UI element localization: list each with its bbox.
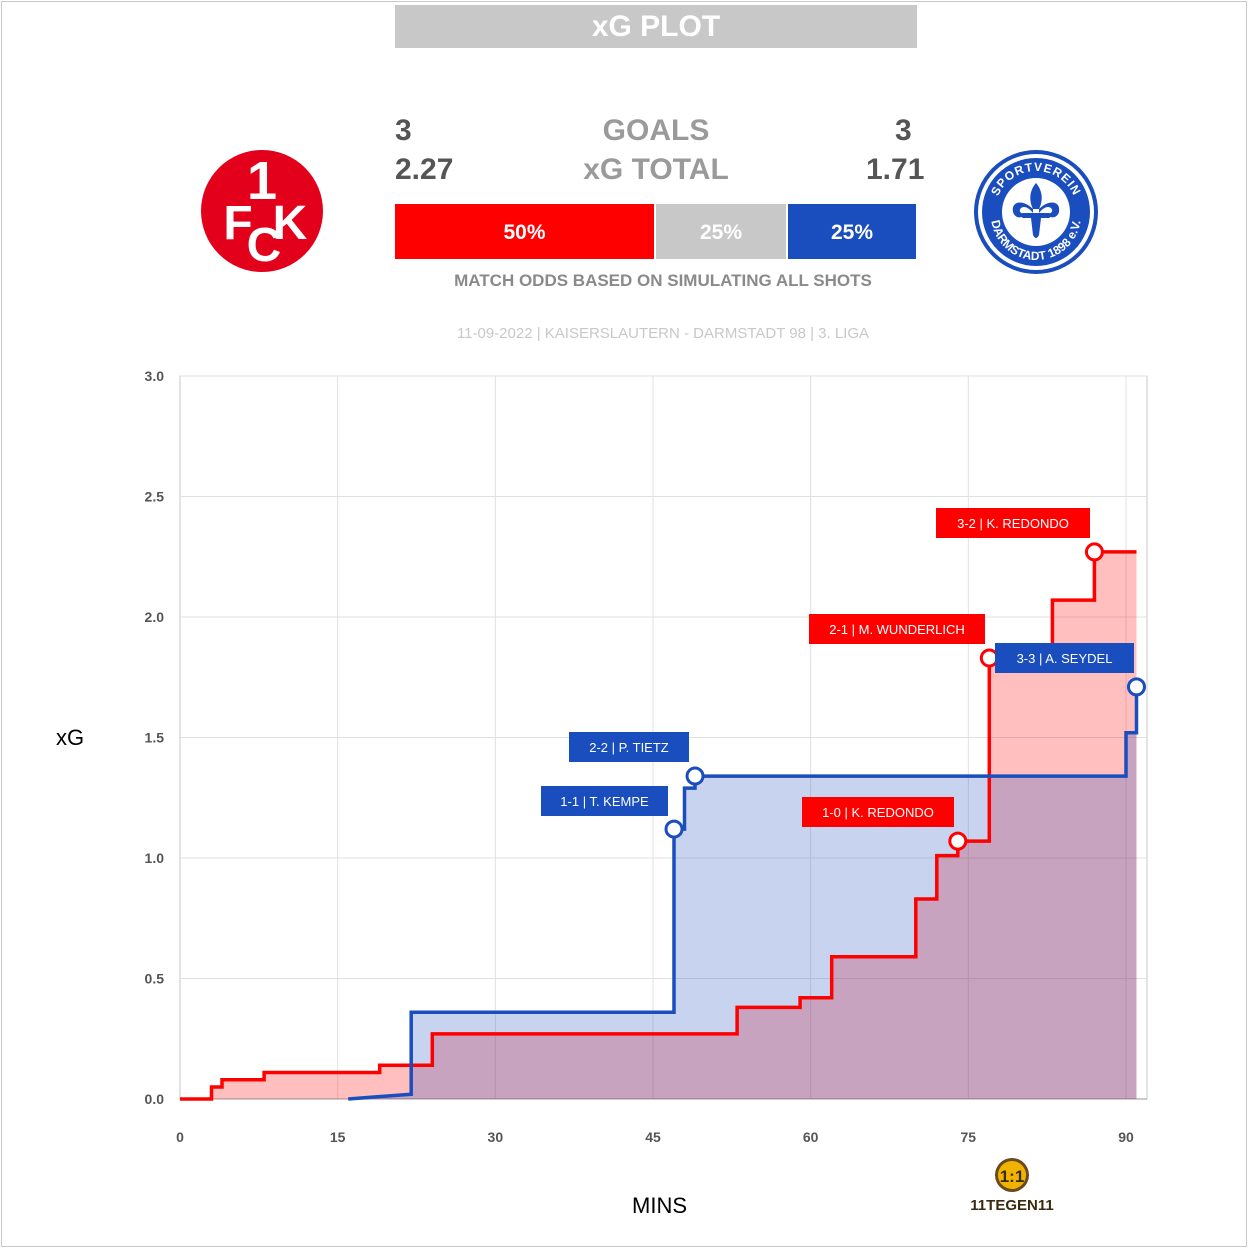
home-goal-marker — [948, 831, 968, 851]
away-win-odds: 25% — [788, 204, 916, 259]
xg-total-label: xG TOTAL — [583, 153, 729, 186]
svg-text:F: F — [223, 197, 252, 250]
y-tick-label: 2.5 — [145, 489, 165, 505]
home-goal-marker — [1084, 542, 1104, 562]
away-xg-area — [348, 686, 1137, 1099]
fck-crest-icon: 1 F C K — [201, 150, 323, 272]
away-goal-label: 2-2 | P. TIETZ — [589, 740, 669, 755]
away-goal-label-box — [569, 732, 689, 762]
match-info: 11-09-2022 | KAISERSLAUTERN - DARMSTADT … — [456, 325, 870, 342]
y-axis-label: xG — [56, 725, 85, 750]
home-goal-label-box — [802, 797, 954, 827]
x-tick-label: 90 — [1118, 1129, 1134, 1145]
away-goals: 3 — [895, 114, 912, 147]
away-goal-marker — [664, 819, 684, 839]
home-goal-label-box — [809, 614, 985, 644]
draw-odds: 25% — [656, 204, 786, 259]
x-tick-label: 0 — [176, 1129, 184, 1145]
svg-text:1:1: 1:1 — [1000, 1167, 1025, 1186]
home-goals: 3 — [395, 114, 412, 147]
y-tick-label: 1.0 — [145, 850, 165, 866]
home-goal-label: 2-1 | M. WUNDERLICH — [829, 622, 965, 637]
away-xg-line — [348, 686, 1139, 1101]
11tegen11-logo-icon: 1:1 11TEGEN11 — [970, 1158, 1054, 1214]
x-tick-label: 75 — [961, 1129, 977, 1145]
home-goal-label: 1-0 | K. REDONDO — [822, 805, 934, 820]
home-xg-area — [180, 551, 1137, 1099]
away-goal-marker — [685, 766, 705, 786]
sv-darmstadt-crest-icon: SPORTVEREIN DARMSTADT 1898 e.V. — [974, 150, 1098, 274]
home-goal-label: 3-2 | K. REDONDO — [957, 516, 1069, 531]
svg-text:11TEGEN11: 11TEGEN11 — [970, 1197, 1053, 1214]
x-tick-label: 15 — [330, 1129, 346, 1145]
y-tick-label: 0.5 — [145, 971, 165, 987]
away-goal-label: 3-3 | A. SEYDEL — [1017, 651, 1113, 666]
svg-text:K: K — [273, 197, 308, 250]
home-goal-label-box — [936, 508, 1090, 538]
away-goal-label-box — [995, 643, 1134, 673]
home-win-odds: 50% — [395, 204, 654, 259]
y-tick-label: 1.5 — [145, 730, 165, 746]
y-tick-label: 3.0 — [145, 368, 165, 384]
away-goal-marker — [1126, 677, 1146, 697]
goals-label: GOALS — [602, 114, 710, 147]
svg-text:C: C — [247, 219, 282, 272]
y-tick-label: 0.0 — [145, 1091, 165, 1107]
svg-text:1: 1 — [247, 151, 277, 211]
home-xg-total: 2.27 — [395, 153, 454, 186]
y-tick-label: 2.0 — [145, 609, 165, 625]
chart-title: xG PLOT — [395, 5, 917, 48]
x-tick-label: 30 — [488, 1129, 504, 1145]
away-xg-total: 1.71 — [866, 153, 925, 186]
x-tick-label: 60 — [803, 1129, 819, 1145]
odds-note: MATCH ODDS BASED ON SIMULATING ALL SHOTS — [454, 271, 872, 290]
away-goal-label: 1-1 | T. KEMPE — [560, 794, 649, 809]
away-goal-label-box — [541, 786, 668, 816]
home-goal-marker — [979, 648, 999, 668]
x-axis-label: MINS — [632, 1193, 687, 1218]
x-tick-label: 45 — [645, 1129, 661, 1145]
